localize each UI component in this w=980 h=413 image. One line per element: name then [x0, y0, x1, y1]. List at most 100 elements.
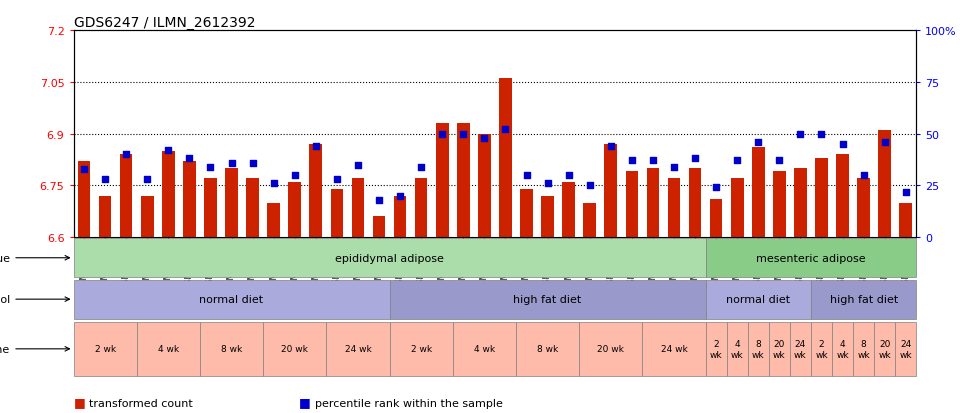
- Bar: [752, 148, 764, 237]
- Bar: [415, 179, 427, 237]
- Bar: [390, 280, 706, 319]
- Text: 20 wk: 20 wk: [598, 344, 624, 354]
- Point: [751, 139, 766, 146]
- Point: [666, 164, 682, 171]
- Point: [709, 185, 724, 191]
- Bar: [667, 179, 680, 237]
- Bar: [225, 169, 238, 237]
- Point: [392, 193, 408, 199]
- Bar: [263, 322, 326, 376]
- Point: [498, 127, 514, 133]
- Bar: [710, 199, 722, 237]
- Point: [414, 164, 429, 171]
- Point: [540, 180, 556, 187]
- Bar: [326, 322, 390, 376]
- Bar: [811, 322, 832, 376]
- Point: [518, 172, 534, 179]
- Bar: [836, 155, 849, 237]
- Text: 24 wk: 24 wk: [661, 344, 687, 354]
- Text: 20 wk: 20 wk: [281, 344, 308, 354]
- Bar: [390, 322, 453, 376]
- Text: 8
wk: 8 wk: [858, 339, 870, 358]
- Bar: [689, 169, 702, 237]
- Bar: [478, 134, 491, 237]
- Bar: [605, 145, 617, 237]
- Bar: [136, 322, 200, 376]
- Point: [624, 158, 640, 164]
- Bar: [457, 124, 469, 237]
- Point: [371, 197, 387, 204]
- Point: [603, 143, 618, 150]
- Text: 8 wk: 8 wk: [537, 344, 559, 354]
- Text: time: time: [0, 344, 70, 354]
- Point: [266, 180, 281, 187]
- Bar: [625, 172, 638, 237]
- Text: high fat diet: high fat diet: [514, 294, 582, 304]
- Text: 2 wk: 2 wk: [411, 344, 432, 354]
- Bar: [372, 217, 385, 237]
- Bar: [647, 169, 660, 237]
- Bar: [310, 145, 322, 237]
- Bar: [773, 172, 786, 237]
- Bar: [748, 322, 769, 376]
- Bar: [330, 189, 343, 237]
- Bar: [727, 322, 748, 376]
- Text: protocol: protocol: [0, 294, 70, 304]
- Text: 2
wk: 2 wk: [710, 339, 722, 358]
- Point: [161, 147, 176, 154]
- Point: [835, 141, 851, 148]
- Point: [181, 156, 197, 162]
- Bar: [99, 196, 112, 237]
- Text: 4 wk: 4 wk: [158, 344, 179, 354]
- Bar: [436, 124, 449, 237]
- Point: [813, 131, 829, 138]
- Bar: [541, 196, 554, 237]
- Bar: [896, 322, 916, 376]
- Point: [561, 172, 576, 179]
- Point: [350, 162, 366, 169]
- Point: [793, 131, 808, 138]
- Bar: [120, 155, 132, 237]
- Point: [223, 160, 239, 166]
- Text: 20
wk: 20 wk: [878, 339, 891, 358]
- Bar: [453, 322, 516, 376]
- Point: [308, 143, 323, 150]
- Bar: [874, 322, 896, 376]
- Bar: [74, 322, 137, 376]
- Bar: [352, 179, 365, 237]
- Text: normal diet: normal diet: [200, 294, 264, 304]
- Text: mesenteric adipose: mesenteric adipose: [757, 253, 865, 263]
- Text: GDS6247 / ILMN_2612392: GDS6247 / ILMN_2612392: [74, 16, 255, 30]
- Text: 20
wk: 20 wk: [773, 339, 786, 358]
- Text: 2 wk: 2 wk: [94, 344, 116, 354]
- Bar: [706, 280, 811, 319]
- Bar: [499, 79, 512, 237]
- Text: 4
wk: 4 wk: [836, 339, 849, 358]
- Text: 4 wk: 4 wk: [473, 344, 495, 354]
- Bar: [706, 322, 727, 376]
- Point: [119, 152, 134, 158]
- Text: 24
wk: 24 wk: [794, 339, 807, 358]
- Point: [456, 131, 471, 138]
- Point: [687, 156, 703, 162]
- Bar: [74, 280, 390, 319]
- Point: [139, 176, 155, 183]
- Bar: [706, 239, 916, 278]
- Point: [476, 135, 492, 142]
- Text: transformed count: transformed count: [89, 398, 193, 408]
- Bar: [858, 179, 870, 237]
- Point: [582, 183, 598, 189]
- Point: [97, 176, 113, 183]
- Bar: [183, 162, 196, 237]
- Point: [329, 176, 345, 183]
- Point: [76, 166, 92, 173]
- Text: 4
wk: 4 wk: [731, 339, 744, 358]
- Text: 24 wk: 24 wk: [345, 344, 371, 354]
- Bar: [579, 322, 643, 376]
- Point: [877, 139, 893, 146]
- Bar: [583, 203, 596, 237]
- Bar: [516, 322, 579, 376]
- Point: [287, 172, 303, 179]
- Bar: [246, 179, 259, 237]
- Bar: [162, 152, 174, 237]
